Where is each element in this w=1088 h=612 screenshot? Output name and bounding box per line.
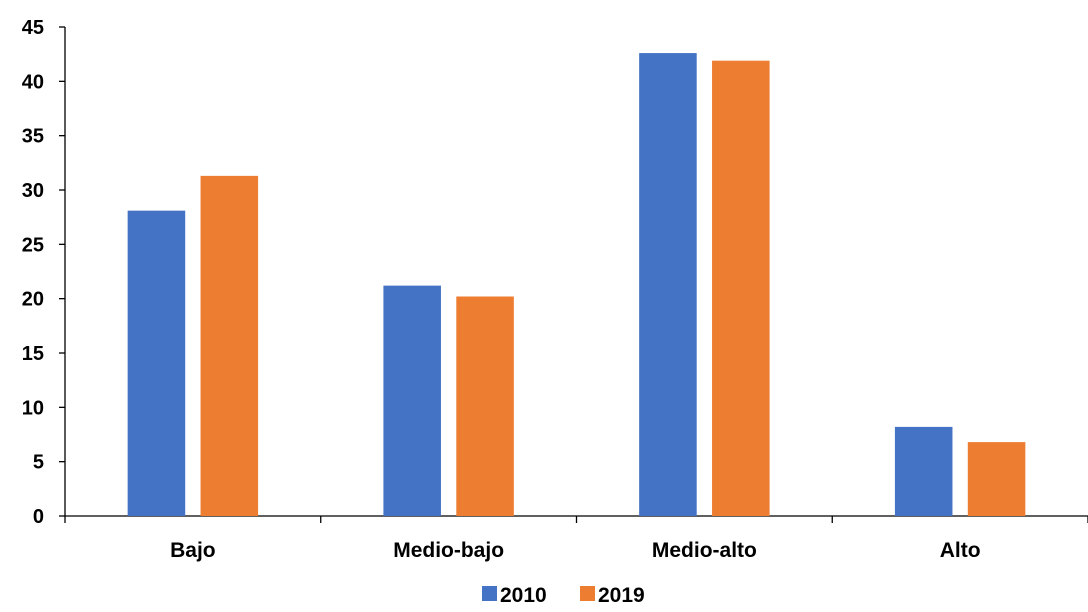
bar-2019-medio-bajo [456, 296, 514, 516]
bars [127, 53, 1026, 517]
bar-2019-alto [967, 442, 1026, 516]
x-tick-label: Medio-bajo [393, 539, 504, 562]
x-tick-label: Alto [940, 539, 981, 562]
y-tick-label: 10 [22, 397, 44, 419]
x-tick-label: Bajo [170, 539, 216, 562]
legend-label-2019: 2019 [598, 584, 645, 607]
y-tick-label: 45 [22, 17, 44, 39]
bar-2019-bajo [200, 175, 259, 516]
bar-2019-medio-alto [712, 60, 770, 516]
legend: 2010 2019 [482, 584, 645, 607]
y-tick-label: 5 [33, 452, 44, 474]
y-tick-label: 40 [22, 71, 44, 93]
x-tick-label: Medio-alto [652, 539, 757, 562]
bar-2010-bajo [127, 210, 186, 516]
x-axis: Bajo Medio-bajo Medio-alto Alto [64, 515, 1088, 562]
legend-label-2010: 2010 [500, 584, 547, 607]
bar-2010-medio-alto [639, 53, 697, 517]
y-tick-label: 0 [33, 506, 44, 528]
y-tick-label: 35 [22, 126, 44, 148]
y-tick-label: 30 [22, 180, 44, 202]
y-tick-label: 15 [22, 343, 44, 365]
legend-swatch-2019 [580, 586, 595, 601]
y-axis: 0 5 10 15 20 25 30 35 40 45 [22, 17, 66, 528]
legend-swatch-2010 [482, 586, 497, 601]
y-tick-label: 20 [22, 289, 44, 311]
bar-2010-alto [894, 426, 953, 516]
y-tick-label: 25 [22, 234, 44, 256]
bar-2010-medio-bajo [383, 285, 441, 516]
